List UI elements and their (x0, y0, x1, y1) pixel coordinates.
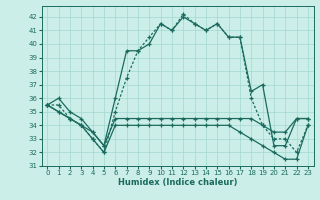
X-axis label: Humidex (Indice chaleur): Humidex (Indice chaleur) (118, 178, 237, 187)
